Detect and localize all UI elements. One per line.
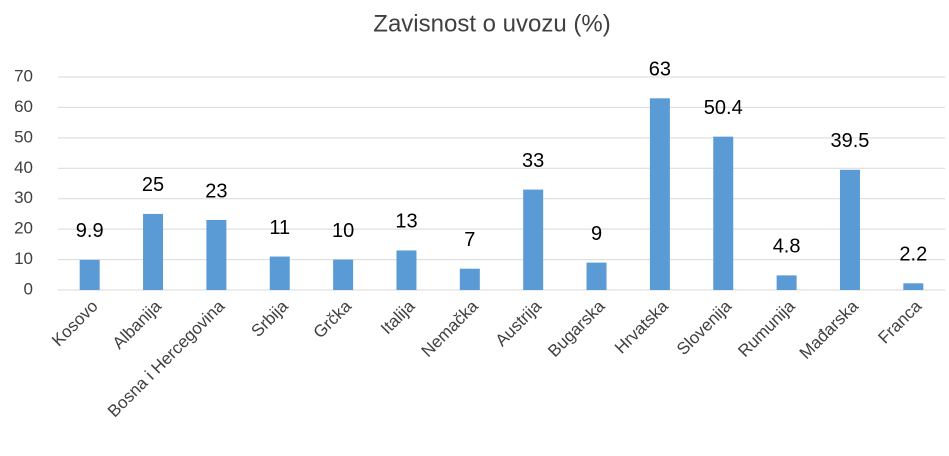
y-tick-label: 60 (14, 97, 33, 116)
data-label: 25 (142, 174, 164, 196)
bar (649, 98, 670, 290)
x-tick-label: Austrija (492, 296, 546, 350)
chart-title: Zavisnost o uvozu (%) (373, 10, 610, 37)
x-tick-label: Albanija (109, 296, 166, 353)
data-label: 9.9 (76, 220, 104, 242)
x-tick-label: Bugarska (544, 296, 609, 361)
bar (333, 259, 354, 290)
data-label: 13 (395, 211, 417, 233)
y-tick-label: 50 (14, 127, 33, 146)
x-tick-label: Bosna i Hercegovina (104, 296, 229, 421)
bar (903, 283, 924, 290)
x-tick-label: Kosovo (48, 297, 102, 351)
x-tick-label: Hrvatska (611, 296, 672, 357)
bar (143, 213, 164, 290)
data-label: 33 (522, 150, 544, 172)
x-tick-label: Nemačka (418, 296, 483, 361)
bar (713, 136, 734, 290)
data-label: 2.2 (899, 244, 927, 266)
data-label: 39.5 (830, 130, 869, 152)
y-tick-label: 0 (24, 279, 33, 298)
y-tick-label: 40 (14, 158, 33, 177)
y-tick-label: 30 (14, 188, 33, 207)
data-label: 10 (332, 220, 354, 242)
data-label: 50.4 (704, 97, 743, 119)
y-tick-label: 20 (14, 219, 33, 238)
x-tick-label: Franca (874, 296, 925, 347)
x-tick-label: Srbija (248, 296, 293, 341)
data-label: 9 (591, 223, 602, 245)
data-label: 23 (205, 180, 227, 202)
bar (776, 275, 797, 290)
y-tick-label: 10 (14, 249, 33, 268)
bar (523, 189, 544, 290)
bar (396, 250, 417, 290)
bar (459, 268, 480, 290)
data-label: 11 (269, 217, 290, 239)
data-label: 63 (649, 59, 671, 81)
bar (206, 220, 227, 290)
bar (839, 169, 860, 290)
data-label: 4.8 (773, 236, 801, 258)
bar (79, 259, 100, 290)
x-tick-label: Mađarska (796, 296, 863, 363)
x-tick-label: Slovenija (673, 296, 736, 359)
bar (269, 256, 290, 290)
bar (586, 262, 607, 290)
y-tick-label: 70 (14, 66, 33, 85)
x-tick-label: Rumunija (734, 296, 799, 361)
data-label: 7 (464, 229, 475, 251)
x-tick-label: Grčka (310, 296, 356, 342)
x-tick-label: Italija (377, 296, 419, 338)
